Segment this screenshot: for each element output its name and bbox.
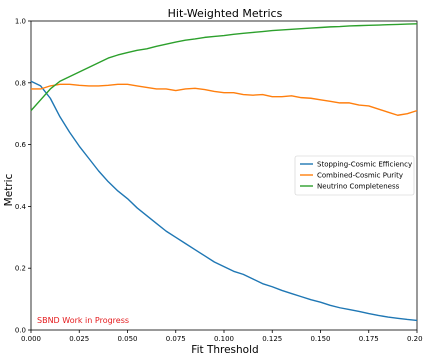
axis-ticks: 0.000 0.025 0.050 0.075 0.100 0.125 0.150 0.175… (15, 18, 423, 344)
legend: Stopping-Cosmic Efficiency Combined-Cosmi… (294, 155, 415, 196)
legend-label: Stopping-Cosmic Efficiency (317, 161, 412, 169)
y-tick-label: 0.4 (15, 203, 27, 211)
x-tick-label: 0.175 (359, 335, 379, 343)
series-line-3 (30, 23, 418, 112)
x-tick-label: 0.125 (262, 335, 282, 343)
x-tick-label: 0.050 (117, 335, 137, 343)
annotation-text: SBND Work in Progress (37, 316, 129, 325)
y-tick-label: 0.0 (15, 327, 26, 335)
y-tick-label: 0.2 (15, 265, 26, 273)
y-tick-label: 1.0 (15, 18, 26, 26)
x-tick-label: 0.075 (166, 335, 186, 343)
x-tick-label: 0.100 (214, 335, 234, 343)
legend-box (294, 155, 415, 196)
series-lines (30, 23, 418, 322)
series-line-1 (30, 80, 418, 322)
x-axis-title: Fit Threshold (191, 344, 258, 355)
y-axis-title: Metric (3, 173, 15, 206)
x-tick-label: 0.150 (310, 335, 330, 343)
legend-label: Neutrino Completeness (317, 183, 400, 191)
x-tick-label: 0.200 (407, 335, 423, 343)
y-tick-label: 0.6 (15, 141, 27, 149)
y-tick-label: 0.8 (15, 79, 26, 87)
x-tick-label: 0.000 (21, 335, 41, 343)
series-line-2 (31, 83, 418, 116)
legend-label: Combined-Cosmic Purity (317, 172, 403, 180)
chart-title: Hit-Weighted Metrics (168, 7, 283, 20)
x-tick-label: 0.025 (69, 335, 89, 343)
